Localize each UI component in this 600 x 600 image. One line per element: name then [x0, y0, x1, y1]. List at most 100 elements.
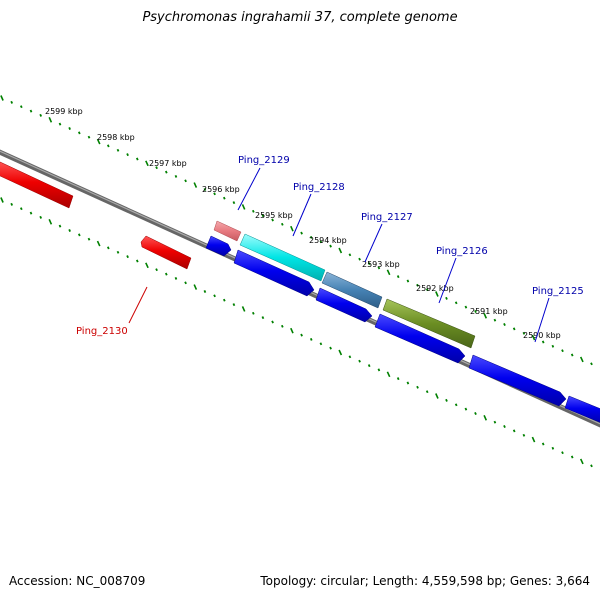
- cds-blue-4[interactable]: [374, 313, 466, 364]
- inner-tick-mark: [425, 390, 429, 394]
- gene-label-ping-2128[interactable]: Ping_2128: [293, 182, 345, 193]
- gene-ping-2130[interactable]: [140, 235, 192, 270]
- cds-blue-2[interactable]: [233, 249, 315, 297]
- outer-tick-mark: [280, 222, 284, 226]
- outer-tick-mark: [271, 218, 274, 222]
- inner-tick-mark: [222, 298, 226, 302]
- outer-tick-mark: [396, 275, 400, 279]
- outer-tick-mark: [590, 362, 593, 366]
- outer-tick-mark: [503, 323, 506, 326]
- inner-tick-mark: [145, 262, 149, 269]
- outer-tick-mark: [203, 188, 207, 191]
- outer-tick-mark: [222, 196, 226, 200]
- inner-tick-mark: [135, 259, 139, 263]
- outer-tick-mark: [464, 305, 468, 309]
- map-title: Psychromonas ingrahamii 37, complete gen…: [142, 10, 458, 25]
- inner-tick-mark: [474, 412, 477, 415]
- inner-tick-mark: [503, 425, 506, 428]
- inner-tick-mark: [570, 455, 574, 459]
- reverse-strand-genes: [140, 235, 600, 424]
- inner-tick-mark: [184, 281, 187, 285]
- cds-blue-5[interactable]: [468, 354, 567, 407]
- inner-tick-mark: [10, 202, 14, 206]
- inner-tick-mark: [58, 224, 62, 228]
- inner-tick-mark: [493, 420, 497, 424]
- inner-tick-mark: [377, 368, 381, 372]
- inner-tick-mark: [77, 233, 81, 237]
- gene-label-ping-2127[interactable]: Ping_2127: [361, 212, 413, 223]
- inner-tick-mark: [300, 333, 303, 337]
- gene-ping-2129[interactable]: [213, 220, 242, 242]
- outer-tick-mark: [48, 116, 53, 123]
- gene-label-ping-2129[interactable]: Ping_2129: [238, 155, 290, 166]
- inner-tick-mark: [19, 207, 23, 211]
- outer-tick-mark: [232, 201, 236, 205]
- outer-tick-mark: [174, 174, 178, 178]
- kbp-label-2598: 2598 kbp: [97, 133, 135, 142]
- accession-text: Accession: NC_008709: [9, 574, 146, 588]
- outer-tick-mark: [126, 153, 129, 157]
- outer-tick-mark: [425, 288, 429, 292]
- kbp-label-2594: 2594 kbp: [309, 236, 347, 245]
- cds-blue-3[interactable]: [315, 287, 373, 323]
- outer-tick-mark: [0, 95, 4, 101]
- outer-tick-mark: [213, 192, 216, 196]
- cds-blue-1[interactable]: [205, 235, 232, 257]
- inner-tick-mark: [241, 306, 246, 312]
- outer-tick-mark: [261, 214, 265, 218]
- outer-tick-mark: [493, 318, 497, 322]
- cds-blue-6[interactable]: [564, 395, 600, 424]
- gene-ping-2130-left[interactable]: [0, 161, 74, 209]
- inner-tick-mark: [386, 371, 391, 378]
- outer-tick-mark: [68, 127, 71, 130]
- gene-label-ping-2130[interactable]: Ping_2130: [76, 326, 128, 337]
- gene-ping-2126[interactable]: [382, 298, 476, 349]
- inner-tick-mark: [174, 276, 178, 280]
- outer-tick-mark: [309, 235, 313, 239]
- outer-tick-mark: [39, 113, 43, 117]
- forward-strand-genes: [0, 161, 476, 349]
- genome-summary-text: Topology: circular; Length: 4,559,598 bp…: [260, 574, 590, 588]
- inner-tick-mark: [551, 446, 555, 450]
- inner-tick-mark: [116, 250, 120, 254]
- outer-tick-mark: [474, 310, 477, 313]
- outer-tick-mark: [406, 279, 410, 283]
- gene-ping-2128[interactable]: [239, 233, 326, 282]
- gene-ping-2127[interactable]: [321, 271, 383, 309]
- gene-labels: Ping_2129 Ping_2128 Ping_2127 Ping_2126 …: [76, 155, 584, 343]
- inner-tick-mark: [155, 268, 158, 272]
- outer-tick-mark: [445, 296, 448, 300]
- leader-line-ping-2126: [438, 257, 457, 304]
- inner-tick-mark: [435, 393, 439, 399]
- leader-line-ping-2125: [534, 297, 550, 343]
- outer-tick-mark: [96, 138, 101, 145]
- outer-tick-mark: [116, 148, 120, 152]
- outer-tick-mark: [386, 269, 391, 276]
- inner-tick-mark: [319, 342, 323, 346]
- inner-tick-mark: [579, 458, 584, 465]
- inner-tick-mark: [348, 355, 352, 359]
- kbp-label-2597: 2597 kbp: [149, 159, 187, 168]
- outer-tick-mark: [319, 240, 323, 244]
- inner-tick-mark: [271, 320, 274, 324]
- kbp-label-2595: 2595 kbp: [255, 211, 293, 220]
- inner-tick-mark: [126, 255, 129, 259]
- inner-tick-mark: [561, 451, 564, 455]
- inner-tick-mark: [531, 436, 536, 443]
- inner-tick-track: [0, 197, 600, 470]
- gene-label-ping-2126[interactable]: Ping_2126: [436, 246, 488, 257]
- outer-tick-mark: [29, 109, 33, 113]
- outer-tick-mark: [135, 157, 139, 161]
- outer-tick-mark: [541, 340, 545, 344]
- inner-tick-mark: [203, 290, 207, 293]
- inner-tick-mark: [39, 215, 43, 219]
- outer-tick-mark: [570, 353, 574, 357]
- inner-tick-mark: [358, 359, 361, 363]
- kbp-label-2593: 2593 kbp: [362, 260, 400, 269]
- kbp-label-2591: 2591 kbp: [470, 307, 508, 316]
- inner-tick-mark: [106, 246, 110, 250]
- gene-label-ping-2125[interactable]: Ping_2125: [532, 286, 584, 297]
- outer-tick-mark: [155, 166, 158, 170]
- outer-tick-mark: [579, 356, 584, 363]
